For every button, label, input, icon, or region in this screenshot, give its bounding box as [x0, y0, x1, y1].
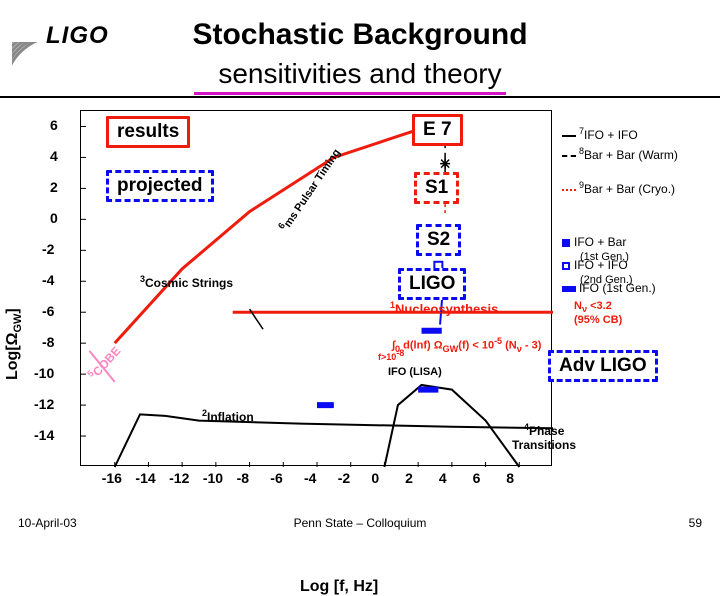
ytick: -14	[34, 427, 54, 443]
ytick: 4	[50, 148, 58, 164]
xtick: 4	[439, 470, 447, 486]
ligo-label: LIGO	[398, 268, 466, 300]
xtick: 0	[371, 470, 379, 486]
ytick: 2	[50, 179, 58, 195]
title-main: Stochastic Background	[0, 18, 720, 52]
ytick: -2	[42, 241, 54, 257]
results-label: results	[106, 116, 190, 148]
annotation: Nν <3.2	[574, 300, 612, 314]
xtick: -6	[270, 470, 282, 486]
xtick: -10	[203, 470, 223, 486]
chart: Log[ΩGW] Log [f, Hz] 6420-2-4-6-8-10-12-…	[0, 100, 720, 505]
xtick: 2	[405, 470, 413, 486]
xtick: -16	[102, 470, 122, 486]
footer: 10-April-03 Penn State – Colloquium 59	[0, 516, 720, 534]
annotation: (95% CB)	[574, 314, 622, 326]
xtick: 6	[473, 470, 481, 486]
xtick: -4	[304, 470, 316, 486]
advligo-label: Adv LIGO	[548, 350, 658, 382]
s2-label: S2	[416, 224, 461, 256]
annotation: ∫0 d(lnf) ΩGW(f) < 10-5 (Nν - 3)	[392, 336, 541, 354]
ytick: 0	[50, 210, 58, 226]
s1-label: S1	[414, 172, 459, 204]
projected-label: projected	[106, 170, 214, 202]
subtitle-underline	[194, 92, 506, 95]
x-axis-label: Log [f, Hz]	[300, 578, 378, 596]
xtick: 8	[506, 470, 514, 486]
legend-entry: IFO (1st Gen.)	[562, 281, 656, 295]
title-sub: sensitivities and theory	[0, 58, 720, 90]
ytick: -4	[42, 272, 54, 288]
e7-label: E 7	[412, 114, 463, 146]
header: LIGO Stochastic Background sensitivities…	[0, 0, 720, 95]
annotation: 2Inflation	[202, 408, 254, 424]
ytick: 6	[50, 117, 58, 133]
annotation: 3Cosmic Strings	[140, 274, 233, 290]
header-divider	[0, 96, 720, 98]
annotation: Transitions	[512, 438, 576, 452]
xtick: -2	[338, 470, 350, 486]
footer-venue: Penn State – Colloquium	[0, 516, 720, 530]
legend-entry: 8Bar + Bar (Warm)	[562, 146, 678, 162]
annotation: IFO (LISA)	[388, 366, 442, 378]
ytick: -6	[42, 303, 54, 319]
ytick: -12	[34, 396, 54, 412]
legend-entry: 7IFO + IFO	[562, 126, 638, 142]
y-axis-label: Log[ΩGW]	[4, 308, 24, 380]
ytick: -8	[42, 334, 54, 350]
xtick: -8	[237, 470, 249, 486]
xtick: -12	[169, 470, 189, 486]
annotation: 4Phase	[524, 422, 564, 438]
footer-page: 59	[689, 516, 702, 530]
xtick: -14	[135, 470, 155, 486]
annotation: f>10-8	[378, 348, 404, 362]
legend-entry: 9Bar + Bar (Cryo.)	[562, 180, 675, 196]
annotation: 1Nucleosynthesis	[390, 300, 498, 316]
ytick: -10	[34, 365, 54, 381]
